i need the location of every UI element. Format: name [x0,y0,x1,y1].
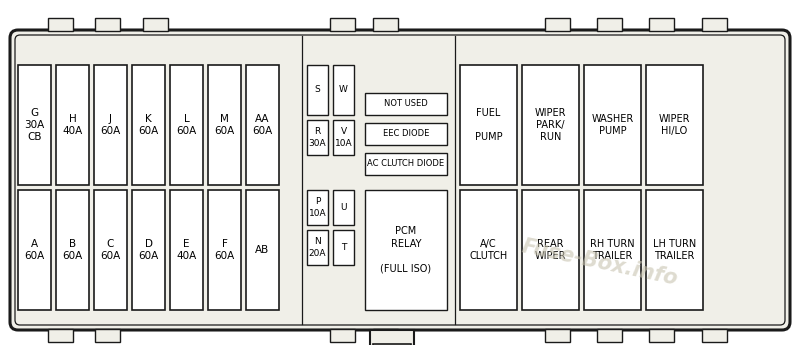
Bar [702,18,727,31]
Text: V
10A: V 10A [334,127,352,148]
Bar [246,65,279,185]
Bar [365,123,447,145]
Text: RH TURN
TRAILER: RH TURN TRAILER [590,239,635,261]
Bar [56,190,89,310]
Bar [333,230,354,265]
Text: FUEL

PUMP: FUEL PUMP [474,108,502,142]
Bar [373,344,411,345]
Bar [597,329,622,342]
Text: L
60A: L 60A [176,114,197,136]
Bar [545,329,570,342]
Bar [48,329,73,342]
Bar [646,190,703,310]
Text: J
60A: J 60A [100,114,121,136]
Bar [522,65,579,185]
Bar [94,190,127,310]
Text: NOT USED: NOT USED [384,99,428,108]
Text: A/C
CLUTCH: A/C CLUTCH [470,239,508,261]
Text: U: U [340,203,346,212]
Text: A
60A: A 60A [24,239,45,261]
Bar [646,65,703,185]
Text: D
60A: D 60A [138,239,158,261]
Text: G
30A
CB: G 30A CB [24,108,45,142]
Bar [365,93,447,115]
Text: AC CLUTCH DIODE: AC CLUTCH DIODE [367,159,445,168]
Bar [208,190,241,310]
Bar [333,120,354,155]
Bar [373,18,398,31]
Bar [307,65,328,115]
Text: R
30A: R 30A [309,127,326,148]
Bar [365,190,447,310]
Text: AA
60A: AA 60A [252,114,273,136]
Bar [330,329,355,342]
Text: REAR
WIPER: REAR WIPER [534,239,566,261]
Bar [522,190,579,310]
Text: F
60A: F 60A [214,239,234,261]
Bar [333,190,354,225]
Text: LH TURN
TRAILER: LH TURN TRAILER [653,239,696,261]
Text: T: T [341,243,346,252]
Text: WIPER
PARK/
RUN: WIPER PARK/ RUN [534,108,566,142]
Bar [170,190,203,310]
Bar [373,329,398,342]
Bar [95,18,120,31]
Bar [307,120,328,155]
Bar [330,18,355,31]
Bar [95,329,120,342]
Text: M
60A: M 60A [214,114,234,136]
Bar [208,65,241,185]
Text: N
20A: N 20A [309,237,326,258]
Bar [18,190,51,310]
Bar [94,65,127,185]
Text: S: S [314,86,320,95]
FancyBboxPatch shape [10,30,790,330]
Bar [48,18,73,31]
Text: E
40A: E 40A [176,239,197,261]
Text: C
60A: C 60A [100,239,121,261]
Bar [460,190,517,310]
Bar [649,18,674,31]
Bar [584,65,641,185]
Text: Fuse-Box.info: Fuse-Box.info [520,237,680,289]
Bar [460,65,517,185]
Bar [132,65,165,185]
Bar [702,329,727,342]
Text: W: W [339,86,348,95]
Text: AB: AB [255,245,270,255]
Bar [584,190,641,310]
Text: K
60A: K 60A [138,114,158,136]
Bar [365,153,447,175]
Bar [56,65,89,185]
Text: B
60A: B 60A [62,239,82,261]
Text: P
10A: P 10A [309,197,326,218]
Text: WASHER
PUMP: WASHER PUMP [591,114,634,136]
Text: H
40A: H 40A [62,114,82,136]
Bar [545,18,570,31]
Bar [649,329,674,342]
Bar [170,65,203,185]
Bar [246,190,279,310]
Bar [18,65,51,185]
Bar [597,18,622,31]
Bar [143,18,168,31]
Bar [370,330,414,345]
Bar [132,190,165,310]
Text: EEC DIODE: EEC DIODE [383,129,429,138]
Bar [333,65,354,115]
Text: PCM
RELAY

(FULL ISO): PCM RELAY (FULL ISO) [381,226,431,274]
Text: WIPER
HI/LO: WIPER HI/LO [658,114,690,136]
Bar [307,230,328,265]
Bar [307,190,328,225]
